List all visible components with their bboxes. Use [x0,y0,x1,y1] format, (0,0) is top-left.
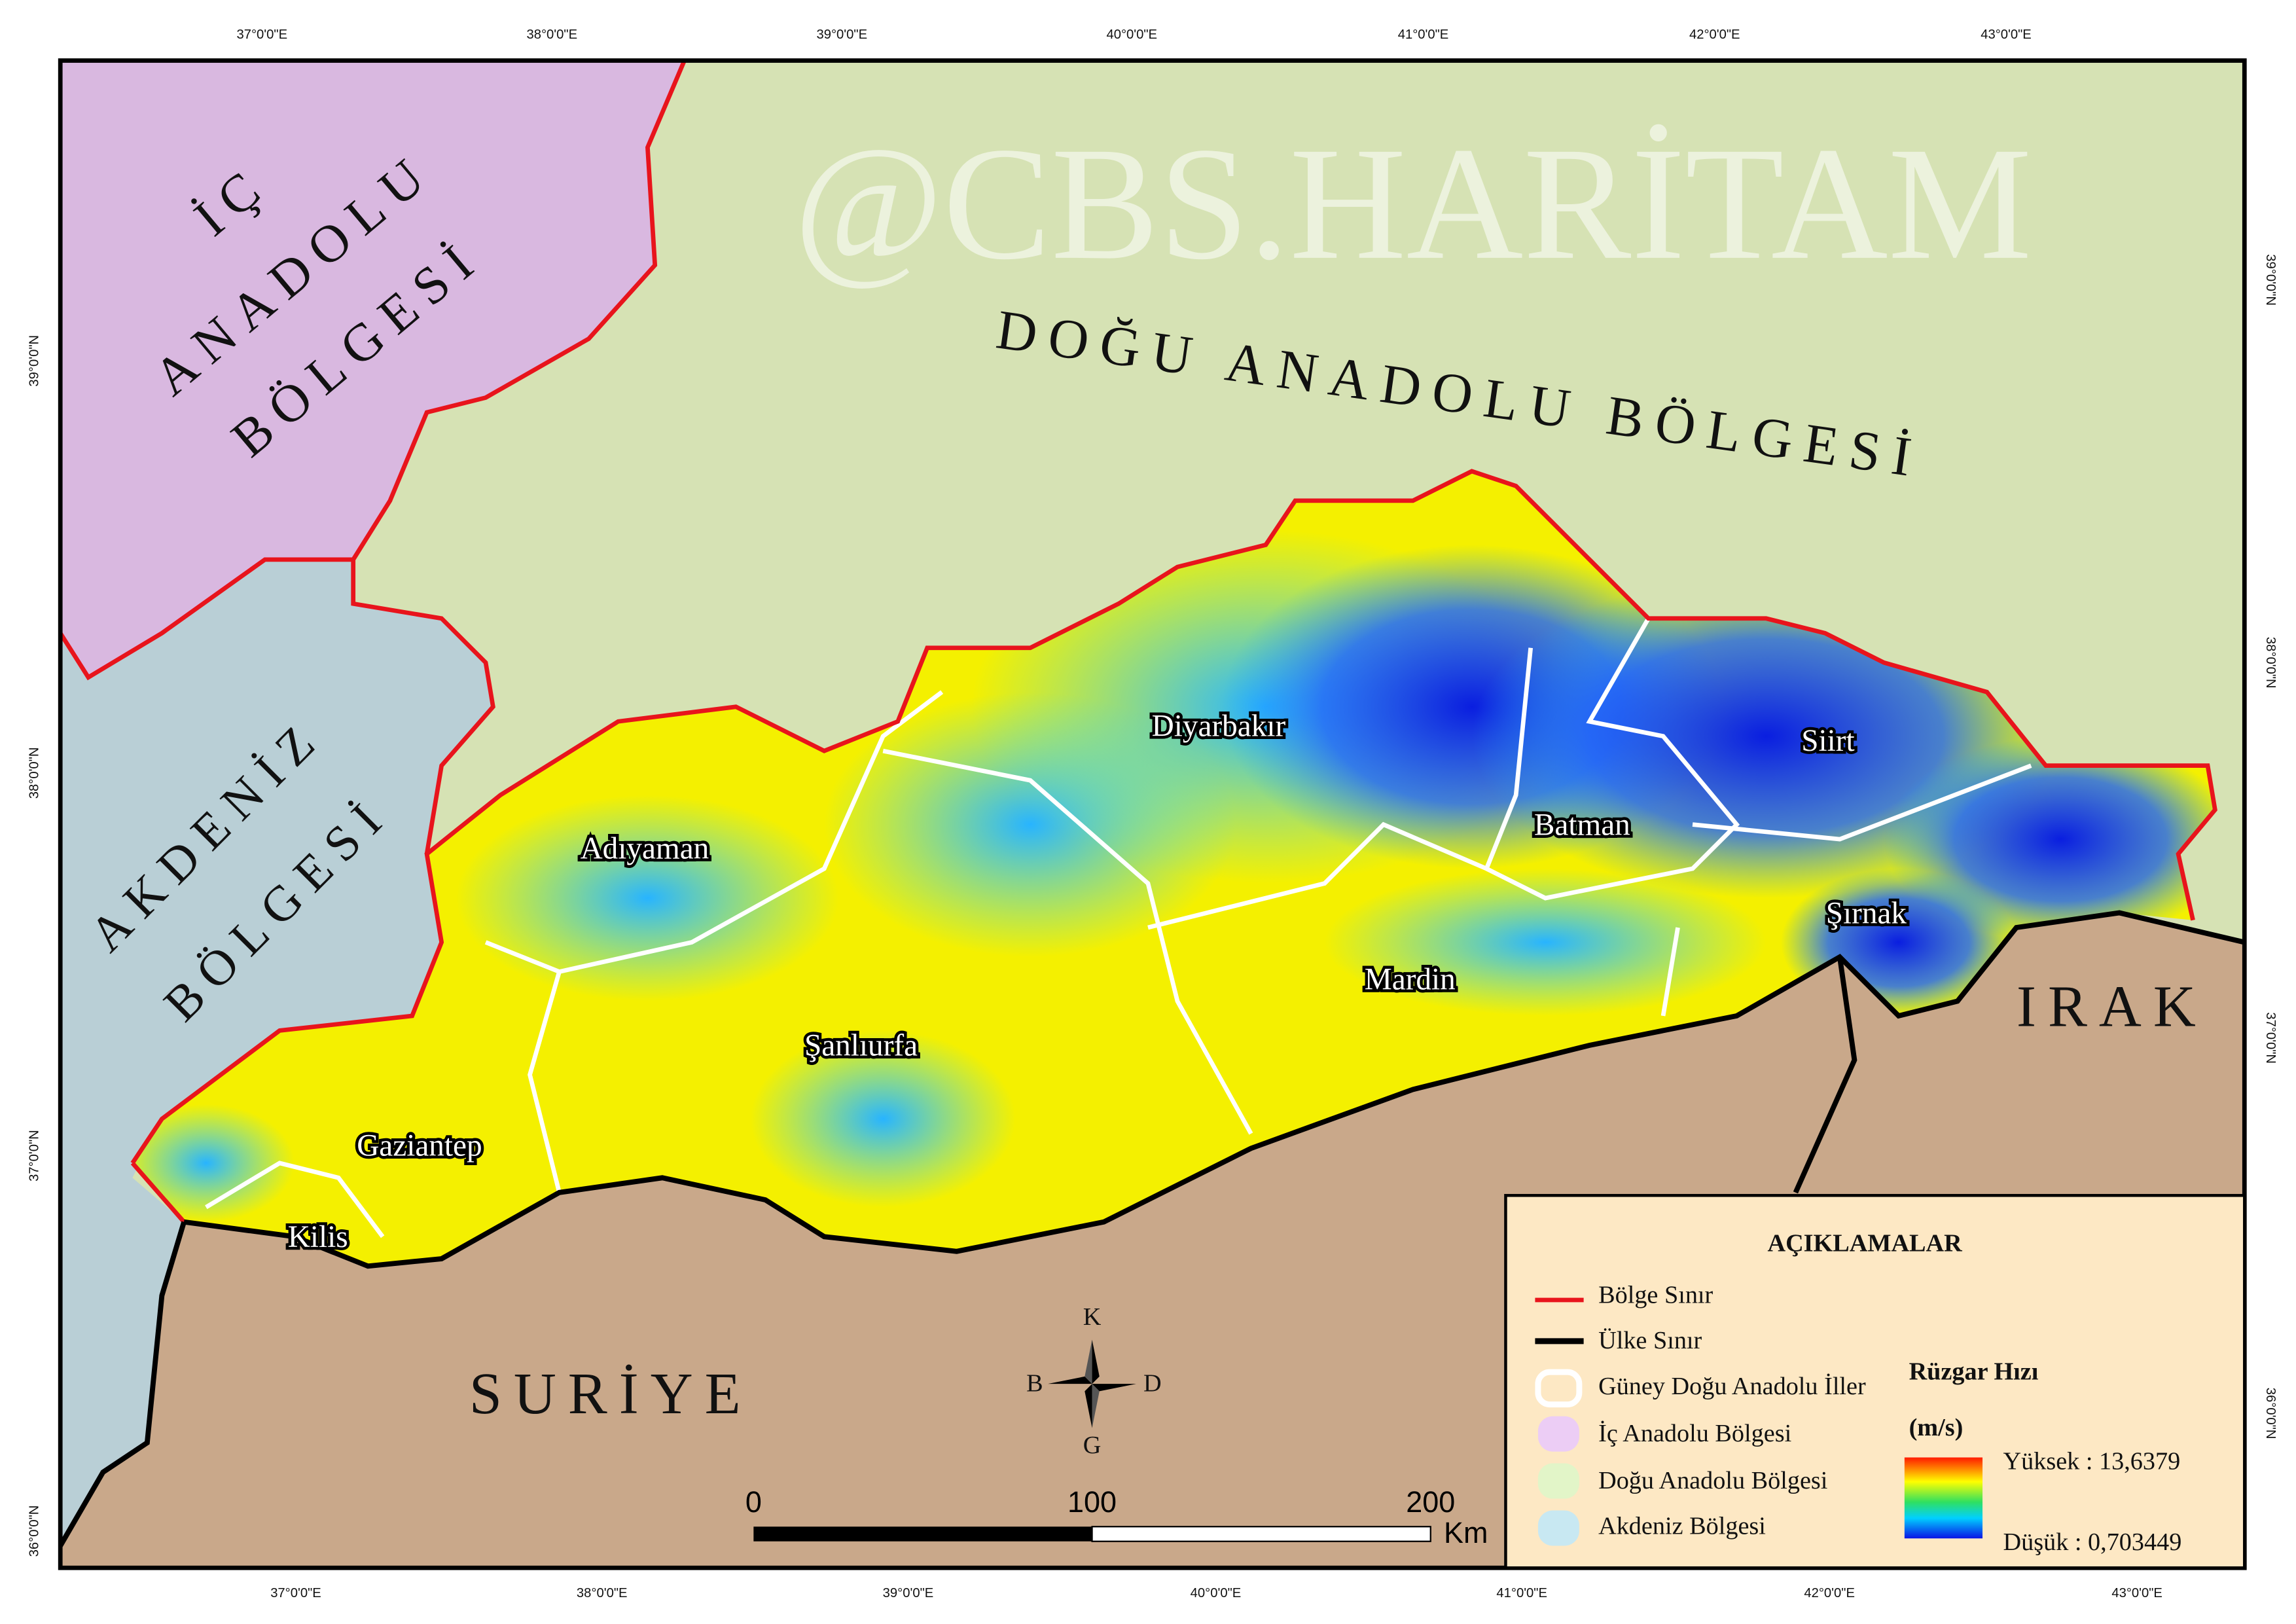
tick-label: 37°0'0"E [270,1586,321,1600]
legend-title: AÇIKLAMALAR [1767,1230,1962,1257]
tick-label: 37°0'0"N [27,1130,41,1182]
tick-label: 41°0'0"E [1496,1586,1547,1600]
scale-label: 0 [745,1485,762,1519]
ramp-unit: (m/s) [1909,1414,1964,1441]
compass-north: K [1083,1303,1102,1331]
ramp-high: Yüksek : 13,6379 [2003,1448,2181,1475]
compass-rose-shade [1085,1339,1100,1428]
tick-label: 39°0'0"N [27,335,41,387]
tick-label: 43°0'0"E [1981,27,2032,42]
city-label: Batman [1534,808,1630,842]
tick-label: 42°0'0"E [1804,1586,1855,1600]
legend-item: Güney Doğu Anadolu İller [1598,1373,1866,1400]
color-ramp [1904,1457,1983,1539]
tick-label: 42°0'0"E [1689,27,1740,42]
ic-anadolu-area [60,60,685,677]
city-label: Diyarbakır [1152,710,1286,744]
graticule-top: 37°0'0"E 38°0'0"E 39°0'0"E 40°0'0"E 41°0… [236,27,2031,42]
compass-south: G [1083,1432,1102,1459]
tick-label: 37°0'0"E [236,27,287,42]
legend-item: Akdeniz Bölgesi [1598,1512,1766,1540]
legend-item: Doğu Anadolu Bölgesi [1598,1467,1827,1494]
tick-label: 43°0'0"E [2111,1586,2162,1600]
tick-label: 41°0'0"E [1398,27,1449,42]
scale-unit: Km [1444,1516,1488,1549]
province-borders [205,617,2032,1238]
tick-label: 40°0'0"E [1106,27,1157,42]
ramp-low: Düşük : 0,703449 [2003,1528,2182,1556]
tick-label: 39°0'0"N [2263,254,2278,306]
tick-label: 40°0'0"E [1191,1586,1242,1600]
tick-label: 37°0'0"N [2263,1012,2278,1064]
dogu-anadolu-swatch [1537,1463,1579,1499]
city-label: Adıyaman [581,831,709,865]
scale-label: 100 [1067,1485,1117,1519]
legend-item: Bölge Sınır [1598,1281,1713,1308]
country-syria-label: SURİYE [469,1362,753,1426]
city-labels: Diyarbakır Siirt Batman Adıyaman Şırnak … [285,706,1910,1257]
ramp-title: Rüzgar Hızı [1909,1358,2039,1385]
akdeniz-area [60,559,493,1546]
tick-label: 38°0'0"E [526,27,577,42]
tick-label: 39°0'0"E [816,27,867,42]
city-label: Gaziantep [357,1129,482,1163]
city-label: Siirt [1801,724,1854,758]
country-border [60,910,2245,1547]
tick-label: 38°0'0"N [2263,637,2278,689]
legend-item: Ülke Sınır [1598,1327,1702,1354]
scale-label: 200 [1406,1485,1455,1519]
legend-item: İç Anadolu Bölgesi [1598,1420,1791,1447]
compass-east: D [1143,1369,1162,1397]
tick-label: 38°0'0"E [577,1586,628,1600]
graticule-right: 39°0'0"N 38°0'0"N 37°0'0"N 36°0'0"N [2263,254,2278,1439]
akdeniz-swatch [1537,1510,1579,1546]
legend: AÇIKLAMALAR Bölge Sınır Ülke Sınır Güney… [1504,1194,2246,1570]
graticule-bottom: 37°0'0"E 38°0'0"E 39°0'0"E 40°0'0"E 41°0… [270,1586,2162,1600]
region-border-west [60,60,687,1223]
graticule-left: 39°0'0"N 38°0'0"N 37°0'0"N 36°0'0"N [27,335,41,1557]
city-label: Mardin [1365,962,1456,996]
province-swatch [1535,1369,1583,1408]
tick-label: 36°0'0"N [2263,1388,2278,1439]
watermark: @CBS.HARİTAM [794,114,2032,293]
city-label: Şanlıurfa [804,1029,918,1063]
scale-bar: 0 100 200 Km [745,1485,1488,1549]
tick-label: 39°0'0"E [883,1586,934,1600]
tick-label: 38°0'0"N [27,748,41,799]
compass-west: B [1026,1369,1043,1397]
country-iraq-label: IRAK [2017,975,2208,1039]
north-arrow: K G B D [1026,1303,1161,1459]
tick-label: 36°0'0"N [27,1506,41,1557]
ic-anadolu-swatch [1537,1416,1579,1452]
city-label: Kilis [288,1220,348,1254]
map-frame [58,58,2247,1570]
city-label: Şırnak [1826,896,1907,930]
